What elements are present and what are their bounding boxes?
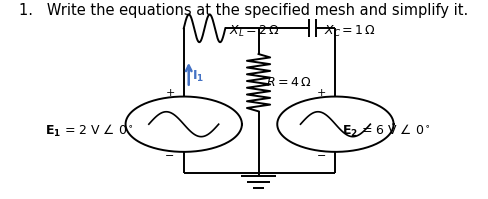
Text: −: − <box>317 151 326 161</box>
Text: +: + <box>165 88 175 98</box>
Text: $\mathbf{I_1}$: $\mathbf{I_1}$ <box>192 69 204 84</box>
Text: +: + <box>317 88 326 98</box>
Text: $R = 4\,\Omega$: $R = 4\,\Omega$ <box>265 76 311 89</box>
Text: $X_C = 1\,\Omega$: $X_C = 1\,\Omega$ <box>324 24 376 39</box>
Text: $\mathbf{E_2}$ = 6 V $\angle$ 0$^\circ$: $\mathbf{E_2}$ = 6 V $\angle$ 0$^\circ$ <box>342 123 430 139</box>
Text: 1.   Write the equations at the specified mesh and simplify it.: 1. Write the equations at the specified … <box>20 3 468 18</box>
Text: −: − <box>165 151 175 161</box>
Text: $X_L = 2\,\Omega$: $X_L = 2\,\Omega$ <box>228 24 280 39</box>
Text: $\mathbf{E_1}$ = 2 V $\angle$ 0$^\circ$: $\mathbf{E_1}$ = 2 V $\angle$ 0$^\circ$ <box>44 123 134 139</box>
